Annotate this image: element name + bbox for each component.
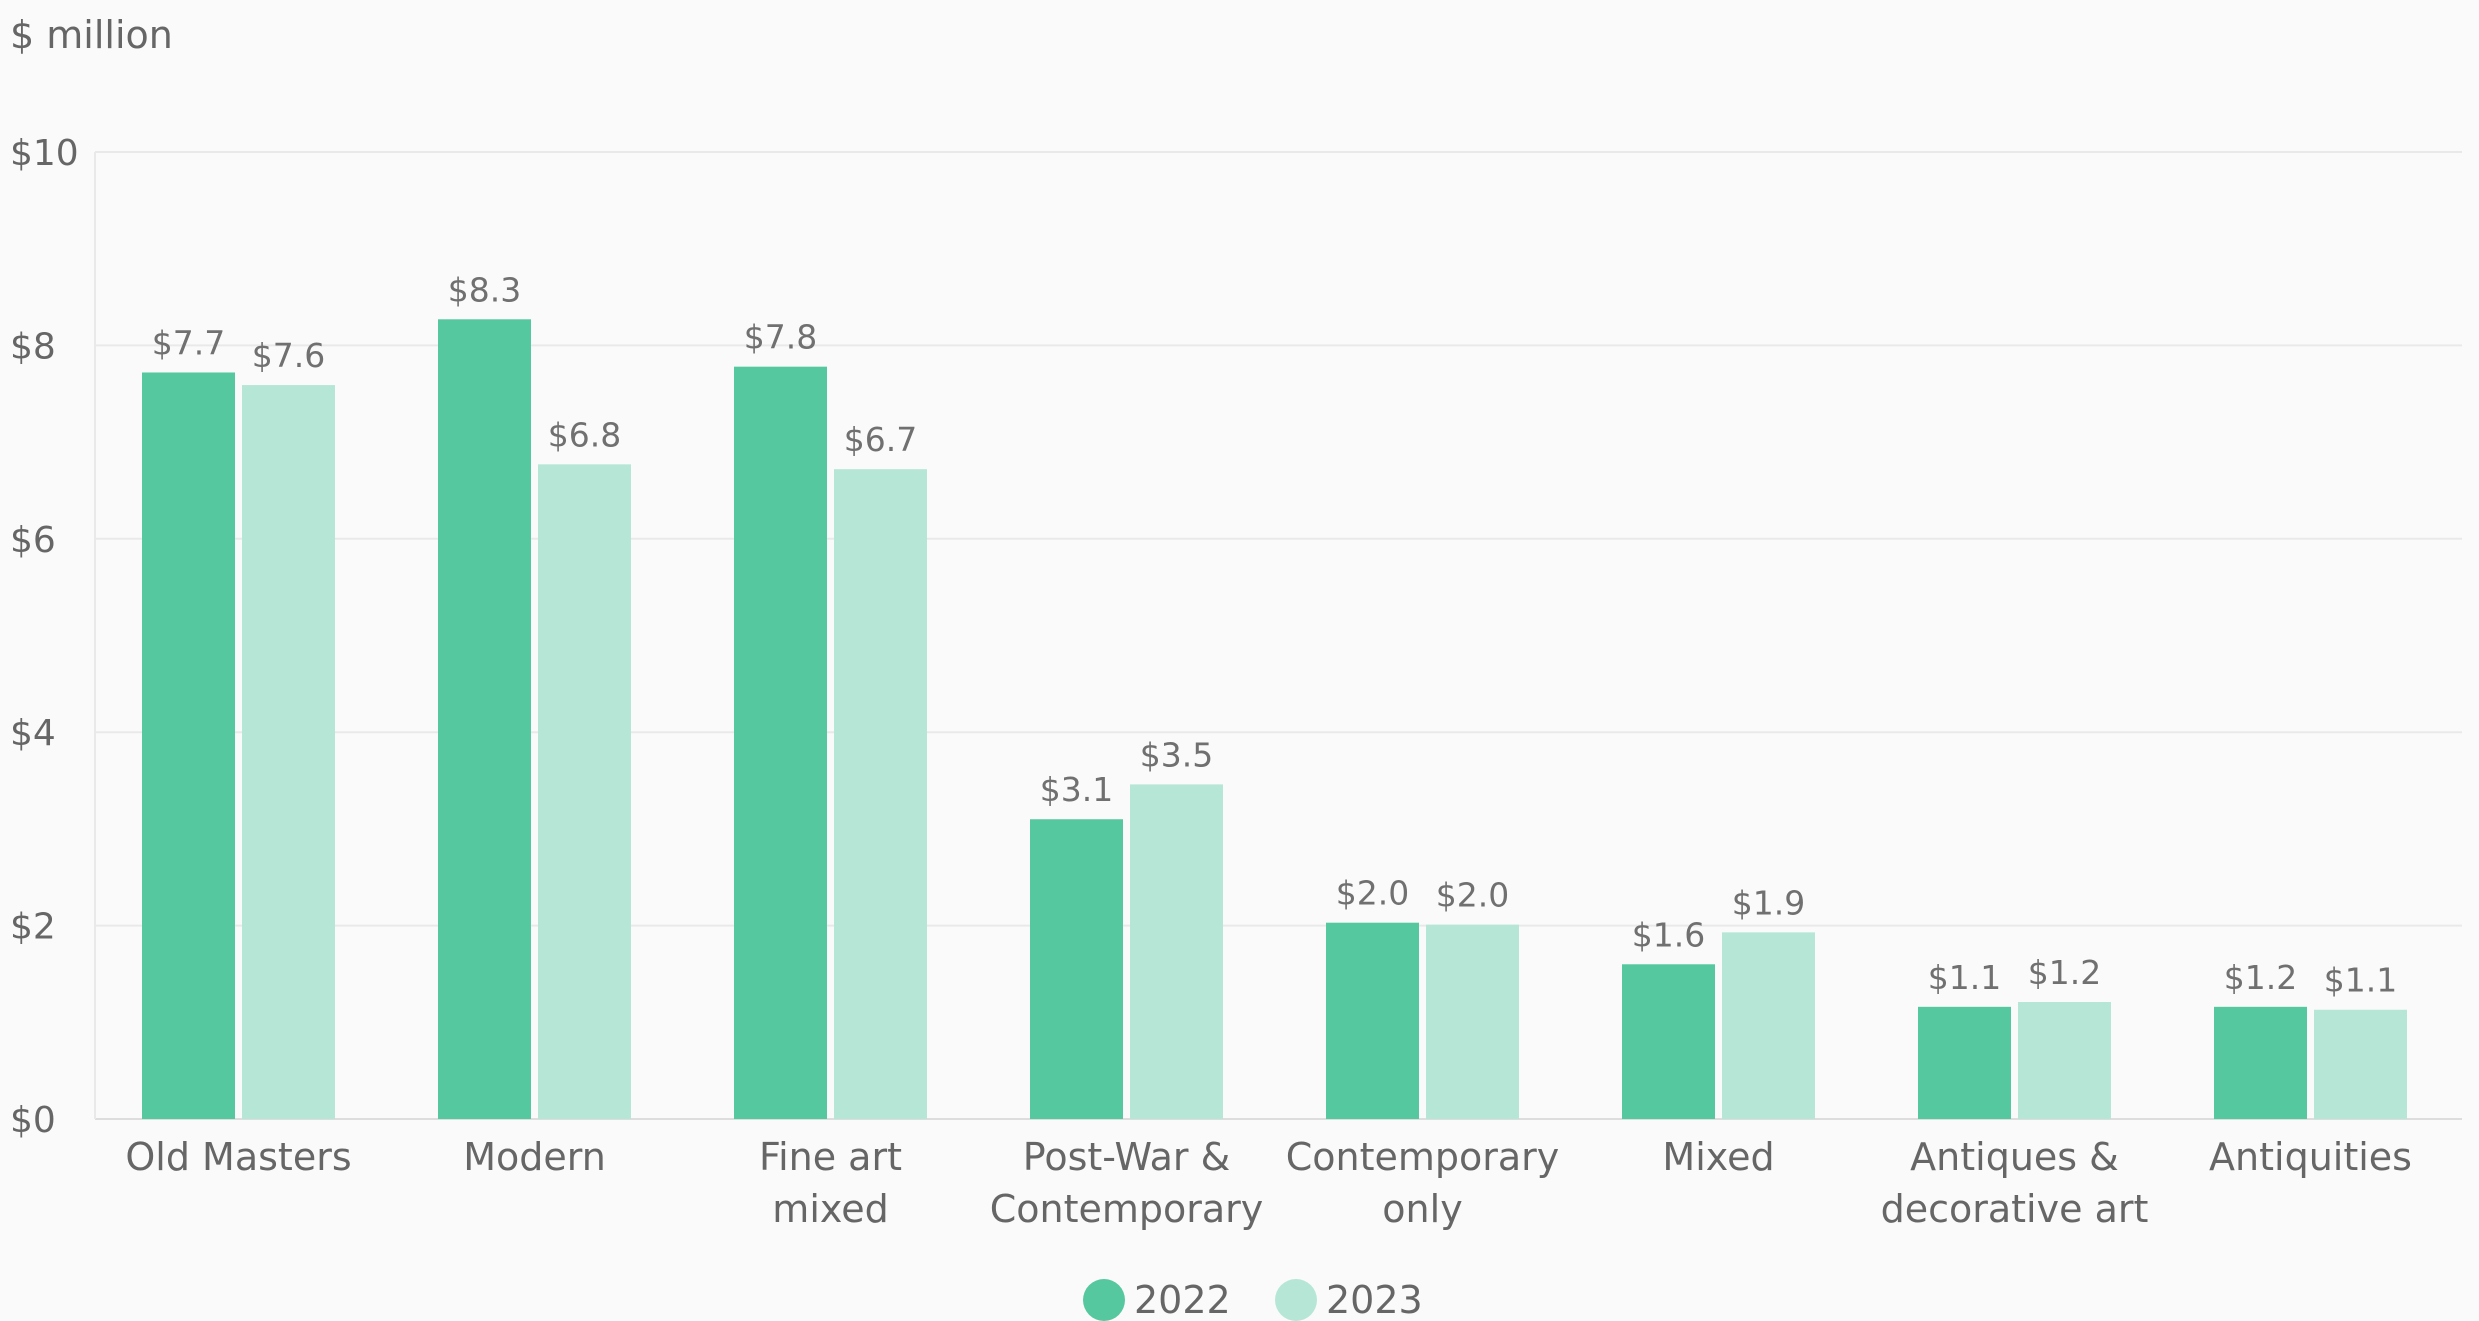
bar-2023-2 xyxy=(834,469,927,1119)
data-label-2022-2: $7.8 xyxy=(744,318,817,357)
data-label-2023-2: $6.7 xyxy=(844,420,917,459)
data-label-2023-6: $1.2 xyxy=(2028,953,2101,992)
category-label: Post-War & Contemporary xyxy=(990,1135,1264,1231)
bar-2022-0 xyxy=(142,372,235,1119)
category-label-line: Modern xyxy=(463,1135,606,1179)
category-label: Antiquities xyxy=(2209,1135,2412,1179)
category-label-line: Fine art xyxy=(759,1135,902,1179)
legend-swatch-2023 xyxy=(1275,1279,1317,1321)
category-label-line: decorative art xyxy=(1881,1187,2149,1231)
category-label-line: Mixed xyxy=(1662,1135,1774,1179)
category-label-line: Old Masters xyxy=(125,1135,351,1179)
y-tick-label: $0 xyxy=(10,1100,56,1141)
legend-label-2023: 2023 xyxy=(1326,1278,1423,1321)
bar-2023-7 xyxy=(2314,1009,2407,1119)
y-axis-unit-label: $ million xyxy=(10,13,173,57)
bar-2023-5 xyxy=(1722,932,1815,1119)
y-tick-label: $6 xyxy=(10,520,56,561)
data-label-2022-5: $1.6 xyxy=(1632,915,1705,954)
category-label-line: Antiquities xyxy=(2209,1135,2412,1179)
category-label-line: mixed xyxy=(772,1187,888,1231)
legend: 2022 2023 xyxy=(1083,1278,1423,1321)
category-label-line: Contemporary xyxy=(1286,1135,1560,1179)
category-label: Fine art mixed xyxy=(759,1135,902,1231)
bar-2022-4 xyxy=(1326,922,1419,1119)
bar-2022-3 xyxy=(1030,819,1123,1119)
bar-2023-3 xyxy=(1130,784,1223,1119)
category-label: Mixed xyxy=(1662,1135,1774,1179)
y-tick-label: $10 xyxy=(10,133,79,174)
data-label-2022-7: $1.2 xyxy=(2224,958,2297,997)
bar-2023-6 xyxy=(2018,1001,2111,1119)
bar-2022-6 xyxy=(1918,1006,2011,1119)
data-label-2023-0: $7.6 xyxy=(252,336,325,375)
legend-swatch-2022 xyxy=(1083,1279,1125,1321)
y-tick-label: $2 xyxy=(10,907,56,948)
bar-2023-1 xyxy=(538,464,631,1119)
bar-2023-4 xyxy=(1426,924,1519,1119)
x-axis-categories: Old Masters Modern Fine art mixed Post-War &… xyxy=(125,1135,2412,1231)
data-label-2023-3: $3.5 xyxy=(1140,735,1213,774)
y-axis-ticks: $0 $2 $4 $6 $8 $10 xyxy=(10,133,79,1141)
category-label-line: Antiques & xyxy=(1910,1135,2119,1179)
data-label-2022-6: $1.1 xyxy=(1928,958,2001,997)
data-labels: $7.7 $7.6 $8.3 $6.8 $7.8 $6.7 $3.1 $3.5 $2.0 $2.0… xyxy=(152,270,2397,999)
category-label-line: Post-War & xyxy=(1023,1135,1230,1179)
category-label: Modern xyxy=(463,1135,606,1179)
data-label-2022-1: $8.3 xyxy=(448,270,521,309)
bar-2023-0 xyxy=(242,385,335,1119)
category-label: Antiques & decorative art xyxy=(1881,1135,2149,1231)
bars xyxy=(142,319,2407,1119)
bar-2022-5 xyxy=(1622,964,1715,1119)
category-label-line: Contemporary xyxy=(990,1187,1264,1231)
bar-2022-7 xyxy=(2214,1006,2307,1119)
data-label-2022-4: $2.0 xyxy=(1336,874,1409,913)
data-label-2023-1: $6.8 xyxy=(548,415,621,454)
data-label-2022-3: $3.1 xyxy=(1040,770,1113,809)
data-label-2023-5: $1.9 xyxy=(1732,883,1805,922)
data-label-2022-0: $7.7 xyxy=(152,323,225,362)
category-label: Contemporary only xyxy=(1286,1135,1560,1231)
bar-2022-1 xyxy=(438,319,531,1119)
bar-2022-2 xyxy=(734,366,827,1119)
y-tick-label: $4 xyxy=(10,713,56,754)
category-label-line: only xyxy=(1382,1187,1462,1231)
y-tick-label: $8 xyxy=(10,326,56,367)
category-label: Old Masters xyxy=(125,1135,351,1179)
legend-label-2022: 2022 xyxy=(1134,1278,1231,1321)
data-label-2023-7: $1.1 xyxy=(2324,961,2397,1000)
data-label-2023-4: $2.0 xyxy=(1436,876,1509,915)
